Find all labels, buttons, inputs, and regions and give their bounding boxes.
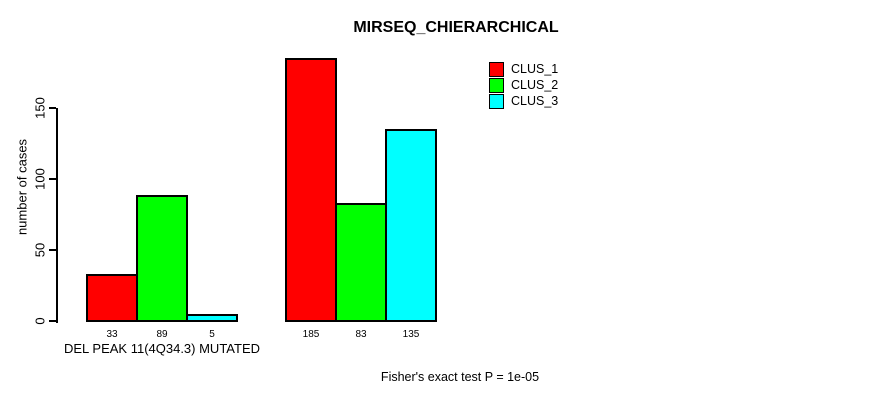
legend-item: CLUS_2	[489, 77, 559, 93]
legend: CLUS_1 CLUS_2 CLUS_3	[489, 61, 559, 109]
bar-value-label: 135	[402, 329, 420, 340]
x-axis-group-label: DEL PEAK 11(4Q34.3) MUTATED	[63, 341, 261, 356]
legend-swatch-clus_1	[489, 61, 504, 77]
legend-label: CLUS_1	[511, 62, 559, 76]
legend-swatch-clus_3	[489, 93, 504, 109]
chart-title: MIRSEQ_CHIERARCHICAL	[353, 19, 559, 36]
legend-swatch-clus_2	[489, 77, 504, 93]
y-tick	[49, 249, 56, 251]
y-tick-label: 50	[32, 242, 48, 258]
y-tick-label: 0	[32, 317, 48, 325]
y-axis-line	[56, 108, 58, 323]
bar-value-label: 185	[302, 329, 320, 340]
y-tick	[49, 107, 56, 109]
bar-clus_1-group1	[86, 274, 138, 322]
legend-label: CLUS_3	[511, 94, 559, 108]
y-tick-label: 150	[32, 97, 48, 119]
bar-clus_2-group1	[136, 195, 188, 322]
y-tick	[49, 178, 56, 180]
bar-value-label: 89	[156, 329, 168, 340]
legend-item: CLUS_1	[489, 61, 559, 77]
legend-item: CLUS_3	[489, 93, 559, 109]
bar-clus_1-group2	[285, 58, 337, 322]
bar-clus_3-group1	[186, 314, 238, 322]
annotation-text: Fisher's exact test P = 1e-05	[380, 370, 540, 384]
y-tick-label: 100	[32, 168, 48, 190]
bar-value-label: 5	[209, 329, 215, 340]
bar-value-label: 83	[355, 329, 367, 340]
bar-value-label: 33	[106, 329, 118, 340]
legend-label: CLUS_2	[511, 78, 559, 92]
bar-clus_3-group2	[385, 129, 437, 322]
y-tick	[49, 320, 56, 322]
bar-clus_2-group2	[335, 203, 387, 322]
